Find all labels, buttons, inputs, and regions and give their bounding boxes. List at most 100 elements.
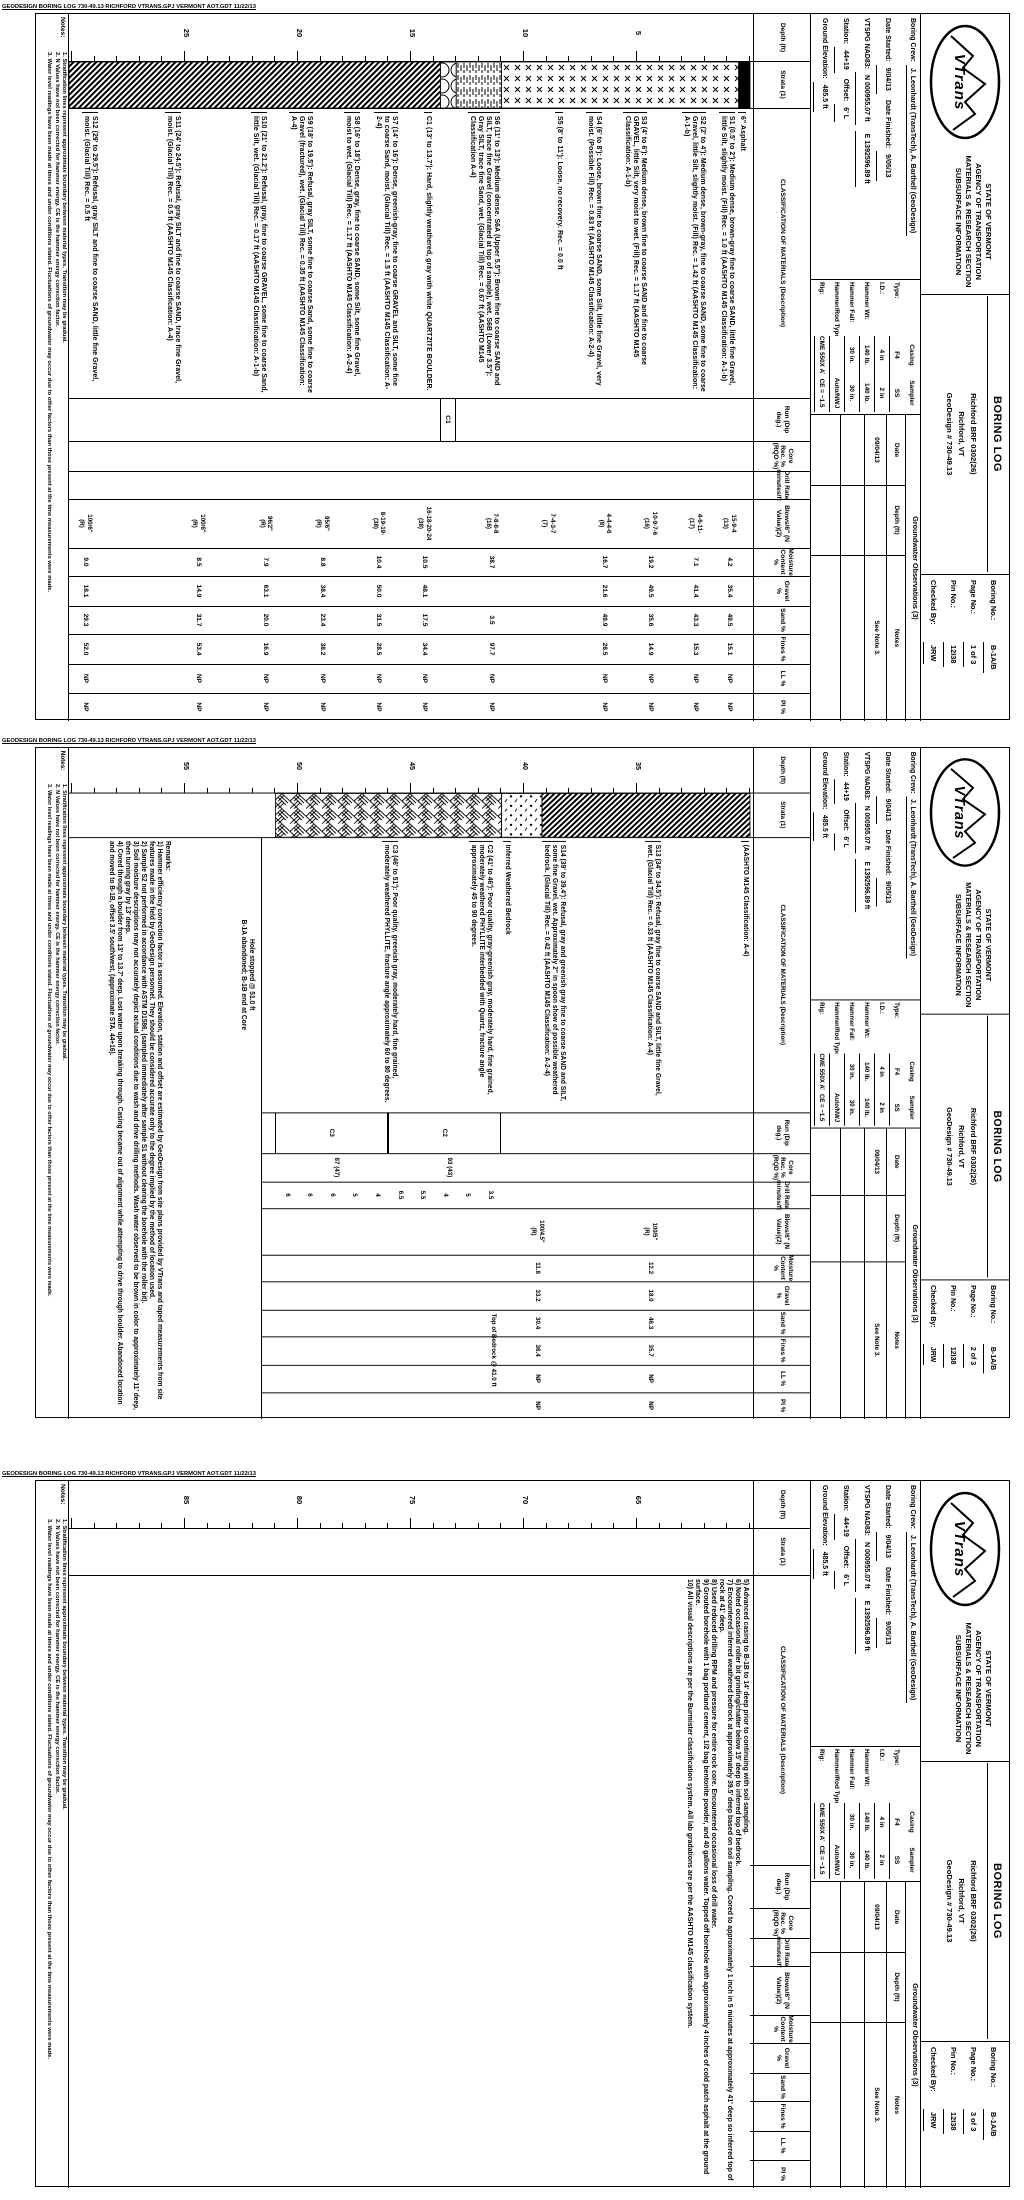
- drill-rate: 3.5: [487, 1190, 495, 1200]
- n-value: (7): [541, 519, 549, 528]
- column-header: Drill Rate minutes/ft: [775, 1936, 791, 1968]
- equipment-table: CasingSampler Type:F4SS I.D.:4 in2 in Hamme…: [813, 1002, 919, 1126]
- equipment-label: Rig:: [818, 1749, 825, 1762]
- rule-line: [568, 1523, 570, 1528]
- project-line: GeoDesign # 730-49.13: [945, 1859, 954, 1943]
- rule-line: [116, 787, 118, 793]
- boring-no-label: Boring No.:: [989, 1285, 998, 1324]
- vtrans-logo: VTrans: [927, 22, 1003, 142]
- rule-line: [69, 837, 811, 839]
- n-value: (R): [78, 519, 86, 528]
- site-info-row: Ground Elevation: 485.5 ft: [813, 1485, 834, 1743]
- stratum-boulder: [439, 62, 457, 108]
- pi-value: NP: [375, 702, 383, 712]
- equipment-row: I.D.: 4 in2 in: [874, 1002, 889, 1126]
- strata-column: [69, 62, 751, 108]
- checked-by-label: Checked By:: [929, 580, 938, 625]
- project-line: GeoDesign # 730-49.13: [945, 392, 954, 476]
- gravel-value: 14.9: [194, 584, 202, 598]
- rule-line: [319, 787, 321, 793]
- sand-value: [543, 606, 552, 634]
- pi-value: NP: [725, 702, 733, 712]
- depth-label: 80: [295, 1495, 304, 1505]
- northing-value: N 000955.07 ft: [855, 802, 876, 853]
- sand-value: 43.3: [691, 613, 699, 627]
- rule-line: [811, 279, 921, 281]
- rule-line: [658, 56, 660, 61]
- description-entry: C2 (41' to 46'): Poor quality, gray-gree…: [469, 840, 494, 1109]
- column-header: Blows/6" (N Value)(2): [775, 1972, 791, 2009]
- site-info-row: Station: 44+19 Offset: 6' L: [834, 18, 855, 276]
- rule-line: [184, 783, 185, 793]
- elevation-value: 485.5 ft: [813, 812, 834, 841]
- groundwater-title: Groundwater Observations (3): [911, 516, 920, 620]
- checked-by-row: Checked By: JRW: [923, 580, 943, 718]
- elevation-value: 485.5 ft: [813, 81, 834, 112]
- fines-value: 15.3: [691, 642, 699, 656]
- pi-value: NP: [420, 702, 428, 712]
- equipment-table: CasingSampler Type:F4SS I.D.:4 in2 in Hamme…: [813, 1749, 919, 1879]
- agency-line: MATERIALS & RESEARCH SECTION: [964, 1622, 973, 1755]
- pi-value: NP: [533, 1401, 541, 1411]
- equipment-value: SS: [889, 1841, 904, 1879]
- rule-line: [749, 56, 750, 61]
- remarks-block: Remarks: 1) Hammer efficiency correction …: [107, 841, 171, 1415]
- rule-line: [750, 2015, 811, 2017]
- elevation-value: 485.5 ft: [813, 1548, 834, 1579]
- rule-line: [410, 51, 411, 61]
- equipment-row: Hammer Wt: 140 lb.140 lb.: [859, 282, 874, 412]
- hole-stopped-line: B-1A abandoned; B-1B end at Core: [239, 919, 247, 1031]
- blows-value: 96/2": [266, 516, 274, 531]
- drill-rate: 6.5: [396, 1190, 404, 1200]
- easting-value: E 1392596.89 ft: [855, 130, 876, 187]
- depth-label: 15: [408, 28, 417, 38]
- moisture-value: 7.1: [691, 557, 699, 567]
- equipment-value: 4 in: [874, 336, 889, 374]
- fines-value: [543, 634, 552, 664]
- note-item: 3. Water level readings have been made a…: [46, 1519, 53, 2059]
- moisture-value: 8.8: [318, 557, 326, 567]
- equipment-value: F4: [889, 1053, 904, 1090]
- moisture-value: 10.4: [375, 555, 383, 569]
- description-entry: S11 (24' to 24.5'): Refusal, gray SILT a…: [165, 112, 182, 394]
- blows-value: 15-9-4: [729, 514, 737, 533]
- ll-value: NP: [420, 673, 428, 684]
- page-no-value: 3 of 3: [963, 2109, 983, 2135]
- blows-value: 10-9-7-6: [650, 511, 658, 536]
- blows-value: 16-18-20-24: [424, 506, 432, 541]
- column-header: Depth (ft): [779, 22, 787, 53]
- rule-line: [342, 56, 344, 61]
- drill-rate: 4: [374, 1193, 382, 1197]
- vtrans-logo: VTrans: [927, 756, 1003, 870]
- rule-line: [364, 787, 366, 793]
- equipment-label: Hammer/Rod Type:: [833, 1002, 840, 1054]
- rule-line: [184, 1518, 185, 1528]
- rule-line: [864, 415, 865, 721]
- rule-line: [69, 1528, 811, 1530]
- n-value: (R): [530, 1227, 538, 1236]
- rule-line: [455, 787, 457, 793]
- rule-line: [864, 1882, 865, 2188]
- notes-block: 1. Stratification lines represent approx…: [35, 1519, 67, 2184]
- coordinates-label: VTSPG NAD83:: [863, 1485, 870, 1536]
- rule-line: [590, 56, 592, 61]
- fines-value: 16.9: [262, 642, 270, 656]
- note-item: 1. Stratification lines represent approx…: [61, 784, 67, 1061]
- rule-line: [613, 787, 615, 793]
- date-started-label: Date Started:: [884, 751, 891, 794]
- equipment-label: Hammer Fall:: [848, 1749, 855, 1790]
- core-recovery: 93 (43): [445, 1157, 453, 1178]
- rule-line: [69, 441, 811, 443]
- blow-count: 16-18-20-24 (38): [414, 499, 432, 548]
- rule-line: [432, 1523, 434, 1528]
- boring-no-row: Boring No.: B-1A/B: [983, 1285, 1003, 1416]
- stratum-asphalt: [738, 62, 751, 108]
- agency-line: MATERIALS & RESEARCH SECTION: [964, 155, 973, 288]
- equipment-header: Casing: [908, 344, 915, 366]
- equipment-value: F4: [889, 336, 904, 374]
- ll-value: NP: [194, 673, 202, 684]
- crew-label: Boring Crew:: [909, 18, 916, 62]
- blows-value: 100/6": [85, 514, 93, 533]
- core-run-label: C1: [444, 415, 452, 424]
- logo-text: VTrans: [951, 1520, 968, 1578]
